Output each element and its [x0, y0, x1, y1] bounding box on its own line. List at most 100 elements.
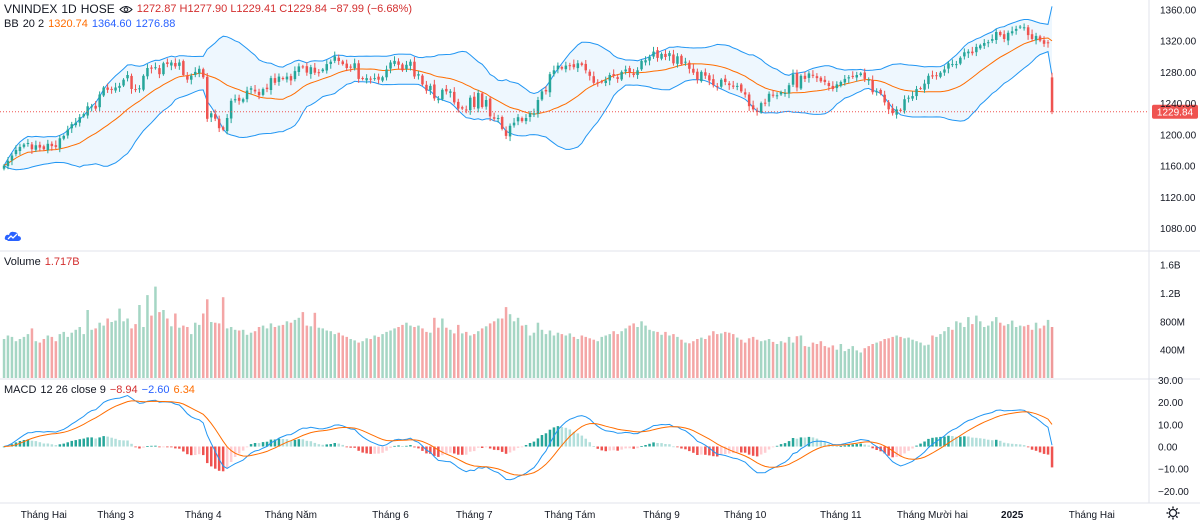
volume-bar [576, 339, 580, 378]
volume-bar [154, 286, 157, 378]
macd-hist-bar [736, 446, 739, 453]
symbol-label[interactable]: VNINDEX [4, 2, 58, 16]
volume-bar [393, 328, 396, 378]
candle-body [397, 61, 400, 65]
eye-icon[interactable] [118, 5, 133, 14]
macd-hist-bar [927, 438, 930, 447]
candle-body [584, 63, 587, 71]
macd-hist-bar [724, 446, 727, 454]
volume-bar [293, 319, 297, 378]
volume-bar [106, 318, 109, 378]
macd-hist-bar [600, 446, 603, 451]
volume-bar [743, 342, 747, 378]
macd-hist-bar [1046, 446, 1050, 455]
candle-body [859, 73, 862, 75]
volume-bar [851, 346, 854, 378]
volume-bar [114, 320, 117, 378]
candle-body [106, 87, 109, 90]
macd-legend[interactable]: MACD 12 26 close 9 −8.94 −2.60 6.34 [4, 384, 195, 396]
macd-hist-bar [568, 429, 572, 447]
bb-legend[interactable]: BB 20 2 1320.74 1364.60 1276.88 [4, 18, 175, 30]
volume-bar [261, 325, 265, 378]
macd-hist-bar [883, 446, 886, 454]
cloud-logo-icon[interactable] [4, 229, 22, 243]
candle-body [237, 97, 241, 101]
candle-body [524, 118, 528, 122]
macd-hist-bar [369, 446, 372, 454]
macd-hist-bar [720, 446, 723, 455]
macd-hist-bar [528, 443, 532, 447]
macd-hist-bar [544, 433, 548, 447]
macd-hist-bar [540, 435, 544, 447]
macd-hist-bar [194, 446, 197, 455]
volume-bar [955, 321, 958, 378]
macd-hist-bar [1002, 442, 1006, 447]
macd-hist-bar [397, 445, 400, 447]
macd-hist-bar [1050, 446, 1054, 468]
volume-bar [245, 334, 249, 378]
time-tick-label: Tháng 10 [724, 510, 767, 521]
macd-hist-bar [377, 446, 380, 454]
candle-body [636, 70, 639, 75]
macd-hist-bar [102, 436, 105, 447]
volume-bar [174, 313, 177, 378]
candle-body [257, 91, 261, 96]
volume-bar [504, 307, 508, 378]
price-tick-label: 1120.00 [1160, 193, 1196, 204]
macd-hist-bar [206, 446, 209, 464]
macd-hist-bar [1042, 446, 1046, 454]
bb-params: 20 2 [22, 18, 45, 30]
macd-hist-bar [963, 436, 966, 447]
candle-body [724, 78, 727, 82]
candle-body [720, 79, 723, 87]
macd-hist-bar [520, 446, 524, 448]
candle-body [253, 89, 257, 92]
candle-body [891, 108, 894, 114]
volume-bar [524, 324, 528, 378]
volume-bar [389, 330, 392, 378]
candle-body [512, 122, 516, 126]
macd-hist-bar [831, 445, 835, 447]
volume-bar [90, 329, 93, 378]
candle-body [644, 60, 647, 63]
volume-bar [560, 334, 564, 378]
interval-label[interactable]: 1D [61, 2, 77, 16]
volume-bar [612, 331, 615, 378]
candle-body [285, 76, 289, 80]
candle-body [879, 90, 882, 94]
candle-body [668, 53, 671, 57]
macd-hist-bar [385, 446, 388, 451]
volume-bar [210, 322, 213, 378]
candle-body [1014, 28, 1018, 31]
candle-body [50, 143, 54, 147]
candle-body [309, 67, 313, 75]
volume-bar [281, 324, 285, 378]
volume-legend[interactable]: Volume 1.717B [4, 256, 80, 268]
candle-body [807, 73, 811, 78]
candle-body [528, 113, 532, 117]
volume-bar [22, 336, 26, 378]
macd-hist-bar [166, 446, 169, 448]
candle-body [54, 145, 58, 147]
volume-bar [899, 336, 902, 378]
volume-bar [305, 325, 309, 378]
candle-body [38, 144, 42, 148]
candle-body [632, 73, 635, 75]
volume-bar [289, 322, 293, 378]
volume-bar [385, 331, 388, 378]
candle-body [664, 53, 667, 57]
volume-bar [341, 335, 344, 378]
candle-body [544, 90, 548, 92]
volume-bar [170, 326, 173, 378]
candle-body [811, 74, 815, 76]
exchange-label: HOSE [80, 2, 115, 16]
gear-icon[interactable] [1166, 506, 1180, 520]
candle-body [329, 61, 332, 64]
volume-bar [221, 297, 225, 378]
macd-hist-bar [500, 446, 504, 452]
volume-bar [6, 335, 10, 378]
candle-body [803, 75, 807, 79]
candle-body [827, 83, 831, 86]
volume-bar [409, 325, 412, 378]
